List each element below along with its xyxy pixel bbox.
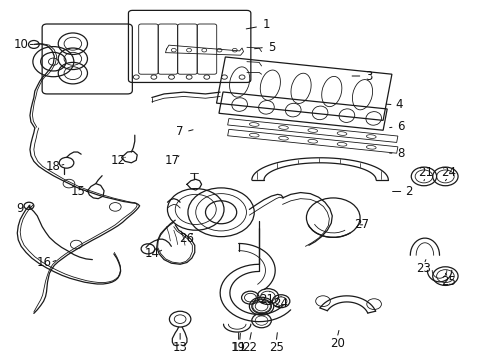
Text: 1: 1 [262,18,270,31]
Text: 17: 17 [164,154,180,167]
Text: 13: 13 [172,341,187,354]
Text: 11: 11 [232,341,246,354]
Text: 26: 26 [179,231,194,244]
Text: 25: 25 [268,341,283,354]
Text: 20: 20 [329,337,344,350]
Text: 12: 12 [110,154,125,167]
Text: 24: 24 [440,166,455,179]
Text: 5: 5 [267,41,274,54]
Text: 19: 19 [231,341,245,354]
Text: 23: 23 [416,262,430,275]
Text: 9: 9 [17,202,24,215]
Text: 7: 7 [176,125,183,138]
Text: 14: 14 [144,247,159,260]
Text: 10: 10 [14,38,29,51]
Text: 22: 22 [242,341,256,354]
Text: 21: 21 [259,293,273,306]
Text: 15: 15 [70,185,85,198]
Text: 24: 24 [273,297,288,310]
Text: 6: 6 [396,121,404,134]
Text: 4: 4 [395,98,403,111]
Text: 18: 18 [46,160,61,173]
Text: 27: 27 [353,218,368,231]
Text: 21: 21 [418,166,432,179]
Text: 3: 3 [365,69,372,82]
Text: 8: 8 [396,147,404,159]
Text: 2: 2 [405,185,412,198]
Text: 16: 16 [37,256,52,269]
Text: 25: 25 [440,275,455,288]
